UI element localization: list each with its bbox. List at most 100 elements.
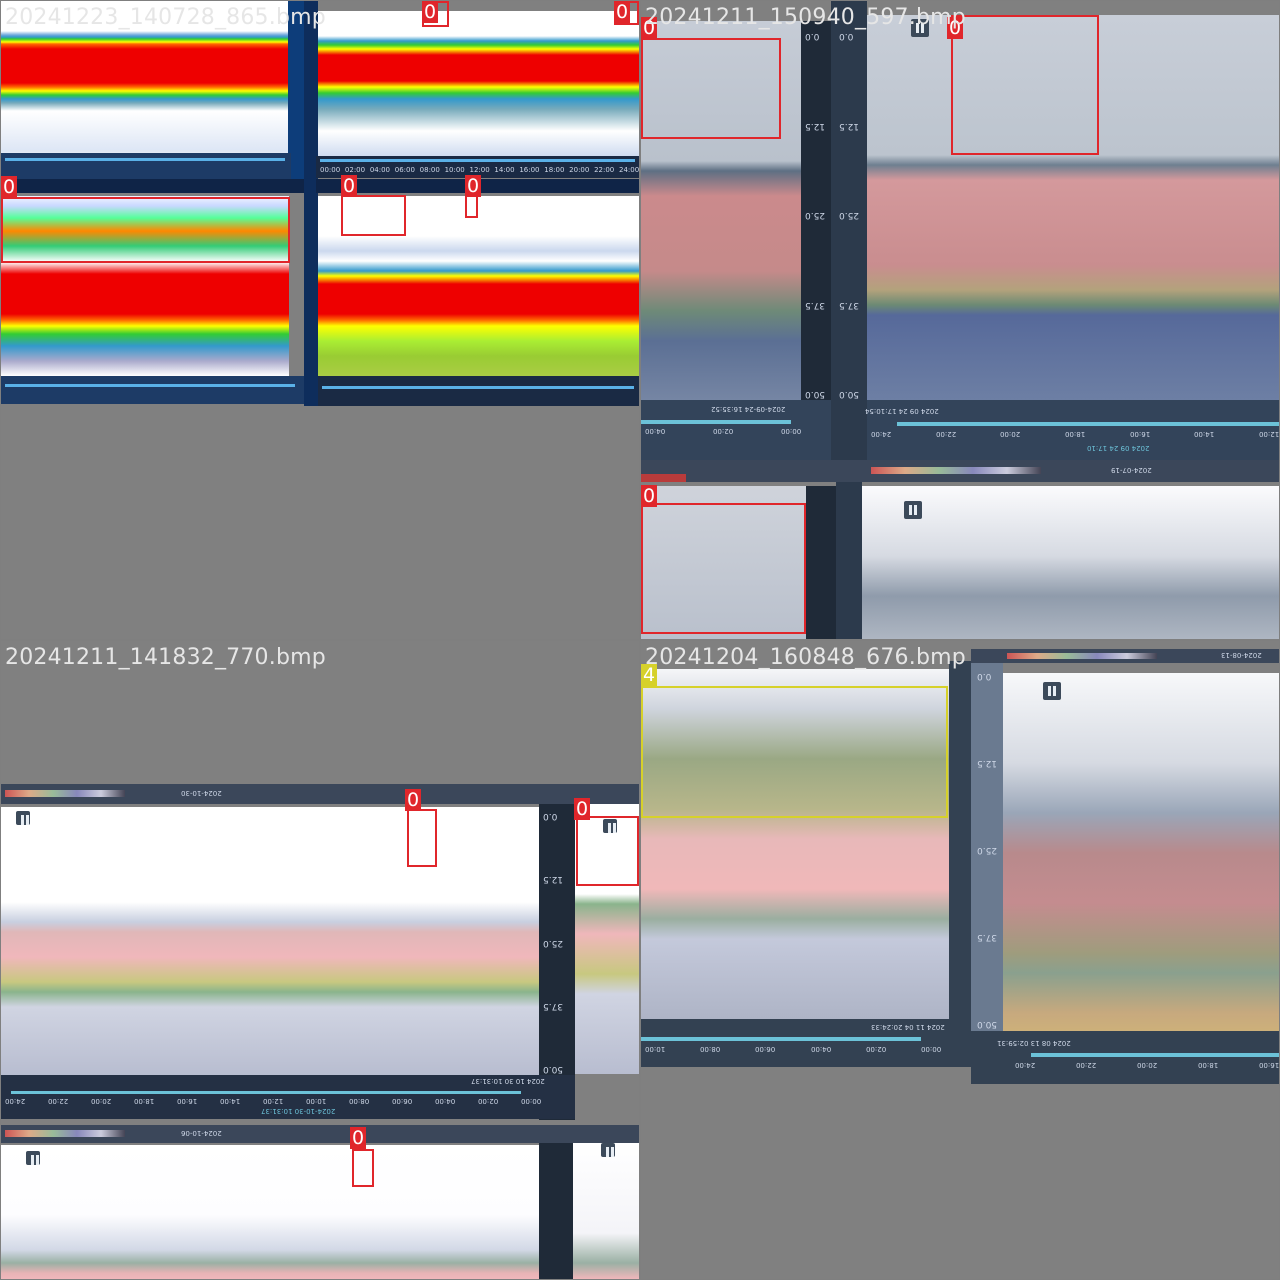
echogram-panel-right [867,15,1279,400]
time-axis-main: 2024 10 30 10:31:37 24:00 22:00 20:00 18:00… [1,1075,575,1119]
time-tick-label: 06:00 [392,1097,413,1105]
detection-label: 0 [465,175,482,197]
tile-4: 0.0 12.5 25.0 37.5 50.0 2024-08-13 2024 11 0… [641,641,1279,1279]
time-axis-right: 2024 08 13 02:59:31 24:00 22:00 20:00 18:00… [971,1031,1279,1084]
time-tick-label: 02:00 [713,427,734,435]
time-tick-label: 00:00 [320,166,341,174]
toolbar-a [1,179,304,193]
time-axis-d [318,376,639,406]
depth-tick-label: 25.0 [839,210,860,220]
echogram-panel-lower-right [862,486,1279,639]
detection-box [341,195,406,236]
detection-label: 0 [1,176,18,198]
timestamp: 2024 09 24 17:10:54 [865,407,939,415]
filename-label: 20241211_150940_597.bmp [645,5,966,30]
echogram-panel-c [1,196,289,376]
time-tick-label: 10:00 [306,1097,327,1105]
timestamp: 2024-10-30 10:31:37 [261,1107,336,1115]
time-tick-label: 08:00 [349,1097,370,1105]
echogram-panel-b [316,11,639,156]
depth-ticks: 0.0 12.5 25.0 37.5 50.0 [975,671,1005,1031]
tile-1: 00:00 02:00 04:00 06:00 08:00 10:00 12:00 14:00… [1,1,639,639]
time-tick-label: 12:00 [263,1097,284,1105]
time-axis-b: 00:00 02:00 04:00 06:00 08:00 10:00 12:00 14:00… [316,156,639,178]
toolbar-bottom: 2024-10-06 [1,1125,639,1143]
time-tick-label: 10:00 [444,166,465,174]
depth-tick-label: 12.5 [543,874,564,885]
time-tick-label: 00:00 [521,1097,542,1105]
time-axis-a [1,153,291,179]
detection-box [352,1149,374,1187]
echogram-panel-lower [1,1145,539,1279]
time-tick-label: 16:00 [177,1097,198,1105]
time-tick-label: 16:00 [1129,430,1150,438]
divider-lower [836,482,862,639]
pause-icon[interactable] [16,811,30,825]
vertical-axis-a [288,1,304,181]
depth-tick-label: 50.0 [839,389,860,399]
echogram-panel-lower-left [641,486,806,639]
depth-tick-label: 37.5 [977,932,998,942]
filename-label: 20241204_160848_676.bmp [645,645,966,670]
header-date: 2024-07-19 [1111,466,1152,474]
detection-box [407,809,437,867]
detection-box [1,197,290,263]
time-tick-label: 18:00 [134,1097,155,1105]
time-tick-label: 14:00 [220,1097,241,1105]
time-tick-label: 12:00 [1259,430,1279,438]
depth-tick-label: 0.0 [805,31,820,41]
echogram-panel-left [641,669,949,1019]
depth-tick-label: 0.0 [543,811,558,821]
time-tick-label: 24:00 [619,166,639,174]
time-tick-label: 20:00 [1137,1061,1158,1069]
echogram-panel-left [641,21,801,401]
time-tick-label: 20:00 [1000,430,1021,438]
time-tick-label: 22:00 [935,430,956,438]
pause-icon[interactable] [601,1143,615,1157]
timestamp: 2024-09-24 16:35:52 [711,405,786,413]
time-tick-label: 16:00 [519,166,540,174]
time-tick-label: 02:00 [865,1045,886,1053]
time-tick-label: 20:00 [91,1097,112,1105]
time-tick-label: 08:00 [700,1045,721,1053]
toolbar: 2024-07-19 [641,460,1279,482]
time-tick-label: 18:00 [1065,430,1086,438]
time-tick-label: 16:00 [1259,1061,1279,1069]
echogram-panel-d [318,196,639,376]
pause-icon[interactable] [603,819,617,833]
time-tick-label: 24:00 [871,430,892,438]
pause-icon[interactable] [1043,682,1061,700]
detection-label: 0 [350,1127,367,1149]
depth-axis-main [539,804,575,1120]
depth-tick-label: 0.0 [839,31,854,41]
pause-icon[interactable] [904,501,922,519]
divider [971,661,1003,1084]
depth-tick-label: 50.0 [977,1019,998,1029]
time-tick-label: 14:00 [1194,430,1215,438]
time-tick-label: 04:00 [369,166,391,174]
detection-box [641,38,781,139]
depth-ticks-right: 0.0 12.5 25.0 37.5 50.0 [837,31,867,401]
depth-axis-left [949,661,971,1066]
depth-tick-label: 37.5 [839,299,860,310]
detection-box [951,15,1099,155]
timestamp: 2024 10 30 10:31:37 [471,1077,545,1085]
time-tick-label: 18:00 [544,166,565,174]
time-tick-label: 24:00 [1015,1061,1036,1069]
detection-label: 4 [641,664,658,686]
depth-tick-label: 50.0 [543,1064,564,1074]
time-tick-label: 10:00 [645,1045,666,1053]
header-date: 2024-10-30 [181,789,222,797]
time-tick-label: 18:00 [1198,1061,1219,1069]
time-tick-label: 06:00 [755,1045,776,1053]
time-tick-label: 02:00 [344,166,366,174]
time-tick-label: 04:00 [810,1045,831,1053]
pause-icon[interactable] [26,1151,40,1165]
time-axis-left: 2024-09-24 16:35:52 04:00 02:00 00:00 [641,400,831,460]
depth-tick-label: 50.0 [805,389,826,399]
depth-tick-label: 37.5 [543,1000,564,1011]
detection-label: 0 [641,485,658,507]
pause-icon[interactable] [911,19,929,37]
detection-label: 0 [947,17,964,39]
filename-label: 20241223_140728_865.bmp [5,5,326,30]
